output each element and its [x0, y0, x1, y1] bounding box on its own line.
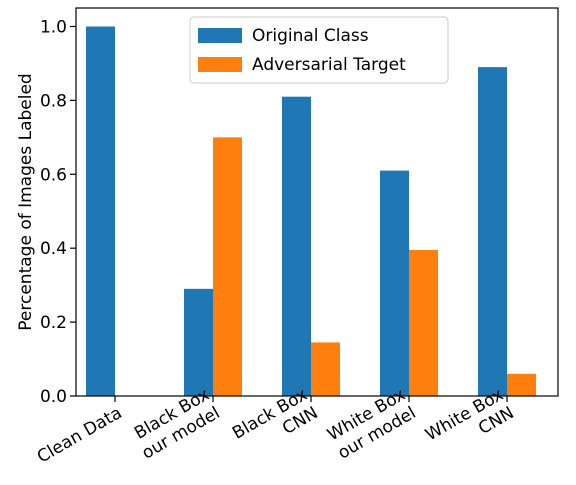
y-tick-label: 0.8 — [40, 91, 67, 111]
x-axis-ticks: Clean Data Black Boxour model Black BoxCNN… — [34, 385, 518, 468]
bar-original-class-0 — [86, 26, 115, 396]
legend-swatch-0 — [198, 28, 242, 43]
x-tick-label: White Boxour model — [324, 385, 419, 464]
y-tick-label: 0.4 — [40, 239, 67, 259]
y-axis-ticks: 0.0 0.2 0.4 0.6 0.8 1.0 — [40, 17, 76, 407]
bar-adversarial-target-4 — [507, 373, 536, 396]
bar-original-class-3 — [380, 170, 409, 396]
y-tick-label: 0.2 — [40, 313, 67, 333]
x-tick-label: Clean Data — [34, 403, 126, 467]
legend-label-1: Adversarial Target — [252, 55, 406, 75]
y-axis-label: Percentage of Images Labeled — [16, 73, 36, 330]
legend-swatch-1 — [198, 57, 242, 72]
legend-label-0: Original Class — [252, 26, 369, 46]
y-tick-label: 0.6 — [40, 165, 67, 185]
bar-adversarial-target-1 — [213, 137, 242, 397]
bar-original-class-1 — [184, 288, 213, 396]
y-tick-label: 0.0 — [40, 387, 67, 407]
y-tick-label: 1.0 — [40, 17, 67, 37]
bar-original-class-2 — [282, 96, 311, 396]
bar-adversarial-target-2 — [311, 342, 340, 396]
bar-original-class-4 — [478, 67, 507, 396]
bars-group — [86, 26, 536, 397]
x-tick-label: White BoxCNN — [422, 385, 517, 464]
x-tick-label-line: Clean Data — [34, 403, 126, 467]
axes-frame — [75, 7, 559, 397]
legend: Original Class Adversarial Target — [189, 16, 449, 84]
bar-adversarial-target-3 — [409, 250, 438, 396]
x-tick-label: Black Boxour model — [128, 385, 223, 464]
legend-box — [189, 16, 449, 84]
